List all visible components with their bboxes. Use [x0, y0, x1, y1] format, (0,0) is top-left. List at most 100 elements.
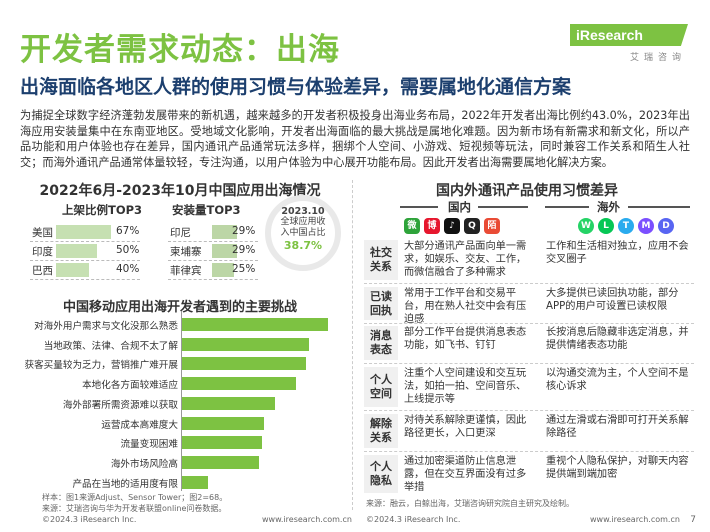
install-bar — [212, 244, 237, 258]
challenge-bar — [182, 377, 296, 391]
left-note: 样本：图1来源Adjust、Sensor Tower；图2=68。 来源：艾瑞咨… — [42, 493, 227, 514]
install-pct: 29% — [232, 225, 256, 237]
weibo-icon: 博 — [424, 218, 440, 234]
row-overseas-text: 通过左滑或右滑即可打开关系解除路径 — [546, 415, 689, 440]
row-label-text: 社交 关系 — [370, 246, 392, 274]
row-label-box: 社交 关系 — [364, 240, 398, 280]
install-pct: 29% — [232, 244, 256, 256]
row-label-box: 消息 表态 — [364, 326, 398, 360]
row-label-box: 个人 空间 — [364, 367, 398, 407]
footer-copyright-right: ©2024.3 iResearch Inc. — [366, 515, 461, 524]
row-domestic-text: 部分工作平台提供消息表态功能，如飞书、钉钉 — [404, 327, 527, 352]
challenge-label: 产品在当地的适用度有限 — [72, 478, 178, 490]
intro-paragraph: 为捕捉全球数字经济蓬勃发展带来的新机遇，越来越多的开发者积极投身出海业务布局，2… — [20, 109, 690, 169]
row-label-text: 解除 关系 — [370, 417, 392, 445]
row-domestic-text: 通过加密渠道防止信息泄露，但在交互界面没有过多举措 — [404, 456, 527, 494]
challenge-label: 海外市场风险高 — [110, 458, 178, 470]
listing-bar — [56, 244, 97, 258]
challenge-label: 当地政策、法律、合规不太了解 — [43, 340, 178, 352]
row-overseas-text: 重视个人隐私保护，对聊天内容提供端到端加密 — [546, 456, 689, 481]
challenge-bar — [182, 455, 260, 469]
row-label-line2: 关系 — [370, 431, 392, 444]
circle-line2: 入中国占比 — [280, 228, 326, 238]
row-overseas-text: 长按消息后隐藏非选定消息，并提供情绪表态功能 — [546, 327, 689, 352]
row-label-line1: 消息 — [370, 329, 392, 342]
install-pct: 25% — [232, 263, 256, 275]
wechat-icon: 微 — [404, 218, 420, 234]
listing-bar — [56, 263, 89, 277]
row-overseas-text: 大多提供已读回执功能，部分APP的用户可设置已读权限 — [546, 288, 679, 313]
overseas-status-title: 2022年6月-2023年10月中国应用出海情况 — [39, 183, 321, 199]
domestic-rule-right — [478, 206, 528, 208]
whatsapp-icon: W — [578, 218, 594, 234]
domestic-app-icons: 微博 ♪ Q 陌 — [404, 218, 500, 236]
domestic-heading: 国内 — [448, 200, 471, 214]
row-domestic-text: 对待关系解除更谨慎，因此路径更长，入口更深 — [404, 415, 527, 440]
left-note-source: 来源：艾瑞咨询与华为开发者联盟online问卷数据。 — [42, 503, 227, 513]
usage-diff-title: 国内外通讯产品使用习惯差异 — [436, 183, 618, 199]
revenue-share-circle: 2023.10 全球应用收 入中国占比 38.7% — [265, 195, 341, 271]
circle-value: 38.7% — [283, 239, 323, 252]
listing-row-separator — [30, 279, 140, 280]
line-icon: L — [598, 218, 614, 234]
overseas-rule-left — [545, 206, 589, 208]
left-note-sample: 样本：图1来源Adjust、Sensor Tower；图2=68。 — [42, 493, 228, 502]
row-label-box: 个人 隐私 — [364, 455, 398, 493]
install-country: 印尼 — [170, 227, 191, 239]
row-label-line2: 空间 — [370, 387, 392, 400]
iresearch-logo: iResearch 艾瑞咨询 — [570, 24, 688, 64]
panel-divider — [352, 180, 353, 510]
challenge-label: 本地化各方面较难适应 — [82, 380, 178, 392]
challenge-label: 获客买量较为乏力，营销推广难开展 — [24, 360, 179, 372]
logo-subtext: 艾瑞咨询 — [629, 53, 686, 63]
row-domestic-text: 常用于工作平台和交易平台，用在熟人社交中会有压迫感 — [404, 288, 527, 326]
listing-country: 巴西 — [32, 265, 53, 277]
row-label-text: 消息 表态 — [370, 329, 392, 357]
row-domestic-text: 注重个人空间建设和交互玩法，如拍一拍、空间音乐、上线提示等 — [404, 368, 527, 406]
install-row-separator — [168, 241, 258, 242]
install-row-separator — [168, 260, 258, 261]
listing-pct: 40% — [116, 263, 140, 275]
row-label-text: 已读 回执 — [370, 290, 392, 318]
challenge-bar — [182, 396, 276, 410]
footer-url-left: www.iresearch.com.cn — [262, 515, 352, 524]
page-number: 7 — [690, 515, 696, 525]
listing-top3-heading: 上架比例TOP3 — [62, 203, 143, 217]
circle-line1: 全球应用收 — [280, 217, 326, 227]
row-separator — [364, 451, 694, 452]
challenge-bar — [182, 475, 209, 489]
listing-pct: 50% — [116, 244, 140, 256]
footer-copyright-left: ©2024.3 iResearch Inc. — [42, 515, 137, 524]
circle-date: 2023.10 — [281, 206, 325, 217]
listing-row-separator — [30, 260, 140, 261]
row-label-line1: 社交 — [370, 246, 392, 259]
row-overseas-text: 以沟通交流为主，个人空间不是核心诉求 — [546, 368, 689, 393]
row-label-line2: 关系 — [370, 260, 392, 273]
challenge-label: 对海外用户需求与文化没那么熟悉 — [34, 321, 178, 332]
listing-country: 印度 — [32, 246, 53, 258]
page-title: 开发者需求动态：出海 — [20, 32, 340, 68]
row-separator — [364, 363, 694, 364]
right-source-note: 来源：融云，白鲸出海，艾瑞咨询研究院自主研究及绘制。 — [366, 499, 574, 508]
listing-country: 美国 — [32, 227, 53, 239]
install-bar — [212, 263, 234, 277]
page-subtitle: 出海面临各地区人群的使用习惯与体验差异，需要属地化通信方案 — [20, 76, 572, 98]
challenges-chart-title: 中国移动应用出海开发者遇到的主要挑战 — [62, 300, 297, 315]
row-label-line1: 个人 — [370, 460, 392, 473]
row-label-line1: 解除 — [370, 417, 392, 430]
row-label-line2: 回执 — [370, 303, 392, 317]
challenge-bar — [182, 318, 328, 331]
challenge-bar — [182, 436, 263, 450]
overseas-heading: 海外 — [597, 200, 620, 214]
challenge-label: 海外部署所需资源难以获取 — [62, 399, 178, 411]
row-overseas-text: 工作和生活相对独立，应用不会交叉圈子 — [546, 241, 689, 266]
row-separator — [364, 323, 694, 324]
chart-axis — [181, 311, 182, 491]
domestic-rule-left — [400, 206, 438, 208]
row-label-line2: 表态 — [370, 343, 392, 356]
row-label-text: 个人 空间 — [370, 373, 392, 401]
momo-icon: 陌 — [484, 218, 500, 234]
row-separator — [364, 283, 694, 284]
row-label-text: 个人 隐私 — [370, 460, 392, 488]
